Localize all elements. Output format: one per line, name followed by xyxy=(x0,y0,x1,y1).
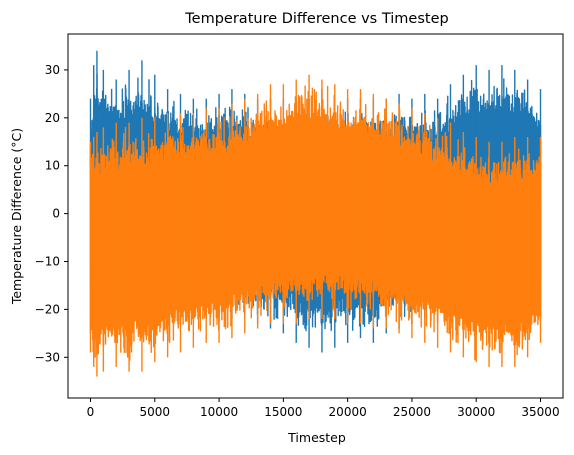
y-axis-label: Temperature Difference (°C) xyxy=(9,128,24,305)
x-axis: 0 5000 10000 15000 20000 25000 30000 35000 xyxy=(87,398,560,419)
x-tick-label: 20000 xyxy=(329,405,367,419)
y-tick-label: 0 xyxy=(52,207,60,221)
y-axis: −30 −20 −10 0 10 20 30 xyxy=(35,63,68,364)
x-tick-label: 25000 xyxy=(393,405,431,419)
x-axis-label: Timestep xyxy=(287,430,346,445)
x-tick-label: 5000 xyxy=(140,405,171,419)
y-tick-label: −10 xyxy=(35,255,60,269)
x-tick-label: 30000 xyxy=(457,405,495,419)
x-tick-label: 35000 xyxy=(521,405,559,419)
y-tick-label: 30 xyxy=(45,63,60,77)
x-tick-label: 15000 xyxy=(264,405,302,419)
y-tick-label: 20 xyxy=(45,111,60,125)
series-2-line xyxy=(89,85,542,361)
y-tick-label: −20 xyxy=(35,302,60,316)
y-tick-label: −30 xyxy=(35,350,60,364)
x-tick-label: 0 xyxy=(87,405,95,419)
axes-frame xyxy=(67,33,564,399)
chart-title: Temperature Difference vs Timestep xyxy=(184,11,448,27)
y-tick-label: 10 xyxy=(45,159,60,173)
x-tick-label: 10000 xyxy=(200,405,238,419)
plot-area xyxy=(89,50,542,377)
